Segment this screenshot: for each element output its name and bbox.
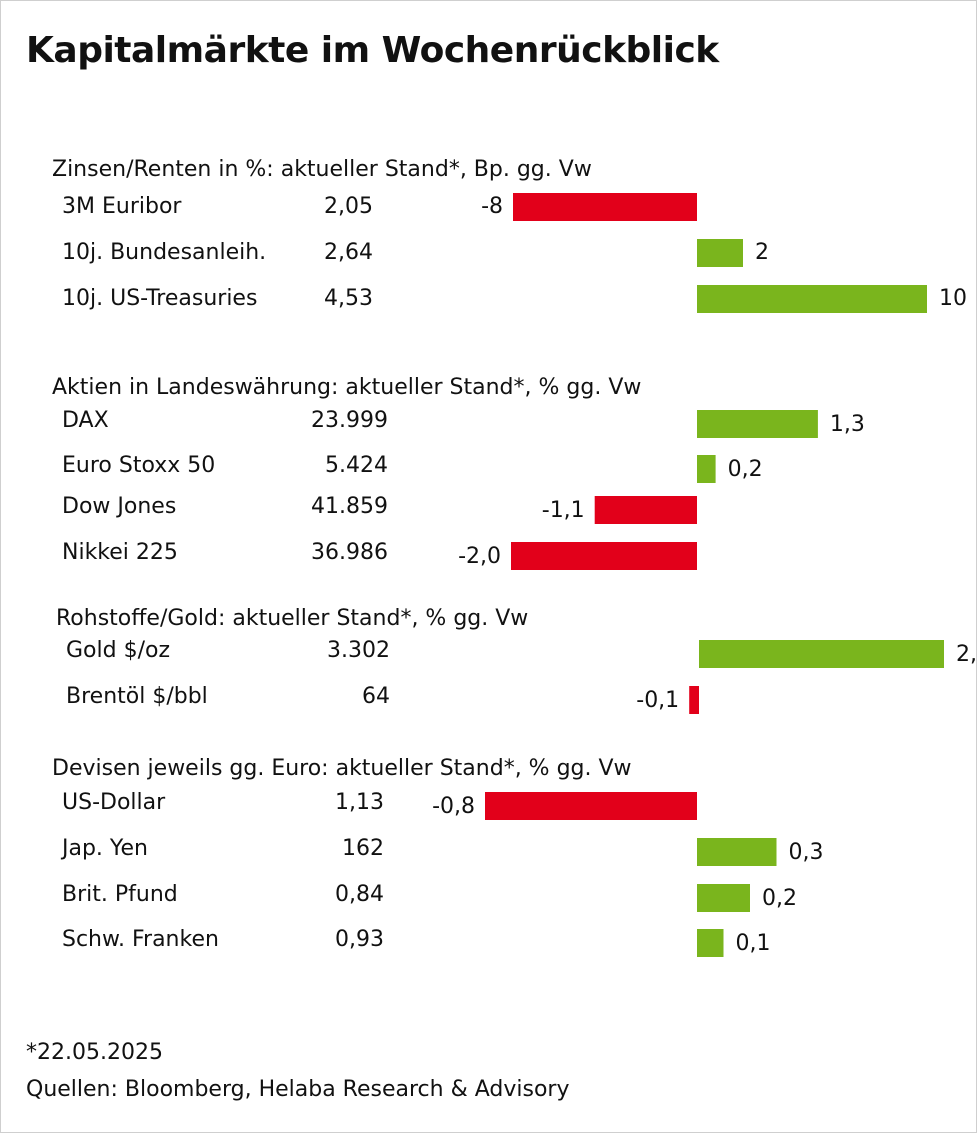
row-label: Euro Stoxx 50	[62, 453, 215, 478]
row-label: US-Dollar	[62, 790, 166, 815]
change-bar	[697, 929, 724, 957]
level-value: 2,64	[324, 240, 373, 265]
level-value: 4,53	[324, 286, 373, 311]
change-bar	[697, 884, 750, 912]
row-label: Jap. Yen	[60, 836, 148, 861]
change-label: -8	[481, 194, 503, 219]
change-label: -0,8	[432, 794, 475, 819]
change-label: 0,1	[736, 931, 771, 956]
row-label: Brit. Pfund	[62, 882, 178, 907]
change-bar	[689, 686, 699, 714]
level-value: 0,84	[335, 882, 384, 907]
change-bar	[697, 838, 777, 866]
row-label: DAX	[62, 408, 109, 433]
change-label: 1,3	[830, 412, 865, 437]
group-header: Aktien in Landeswährung: aktueller Stand…	[52, 375, 641, 400]
level-value: 2,05	[324, 194, 373, 219]
change-bar	[697, 410, 818, 438]
level-value: 5.424	[325, 453, 388, 478]
change-bar	[485, 792, 697, 820]
row-label: 3M Euribor	[62, 194, 182, 219]
change-label: 2	[755, 240, 769, 265]
level-value: 0,93	[335, 927, 384, 952]
group-header: Devisen jeweils gg. Euro: aktueller Stan…	[52, 756, 632, 781]
group-header: Rohstoffe/Gold: aktueller Stand*, % gg. …	[56, 606, 528, 631]
chart-title: Kapitalmärkte im Wochenrückblick	[26, 30, 719, 71]
level-value: 3.302	[327, 638, 390, 663]
change-bar	[513, 193, 697, 221]
change-label: 2,5	[956, 642, 977, 667]
change-bar	[697, 455, 716, 483]
row-label: 10j. US-Treasuries	[62, 286, 257, 311]
level-value: 41.859	[311, 494, 388, 519]
row-label: Gold $/oz	[66, 638, 170, 663]
row-label: Brentöl $/bbl	[66, 684, 208, 709]
change-label: 0,2	[762, 886, 797, 911]
footnote-date: *22.05.2025	[26, 1040, 163, 1065]
change-bar	[697, 239, 743, 267]
change-label: 0,3	[789, 840, 824, 865]
footnote-sources: Quellen: Bloomberg, Helaba Research & Ad…	[26, 1077, 570, 1102]
change-label: -0,1	[636, 688, 679, 713]
change-bar	[594, 496, 697, 524]
level-value: 162	[342, 836, 384, 861]
change-bar	[697, 285, 927, 313]
change-label: -1,1	[542, 498, 585, 523]
change-label: 0,2	[728, 457, 763, 482]
change-label: -2,0	[458, 544, 501, 569]
level-value: 23.999	[311, 408, 388, 433]
change-bar	[699, 640, 944, 668]
group-header: Zinsen/Renten in %: aktueller Stand*, Bp…	[52, 157, 592, 182]
row-label: Nikkei 225	[62, 540, 178, 565]
row-label: 10j. Bundesanleih.	[62, 240, 266, 265]
level-value: 36.986	[311, 540, 388, 565]
row-label: Dow Jones	[62, 494, 176, 519]
row-label: Schw. Franken	[62, 927, 219, 952]
change-bar	[511, 542, 697, 570]
change-label: 10	[939, 286, 967, 311]
level-value: 64	[362, 684, 390, 709]
level-value: 1,13	[335, 790, 384, 815]
